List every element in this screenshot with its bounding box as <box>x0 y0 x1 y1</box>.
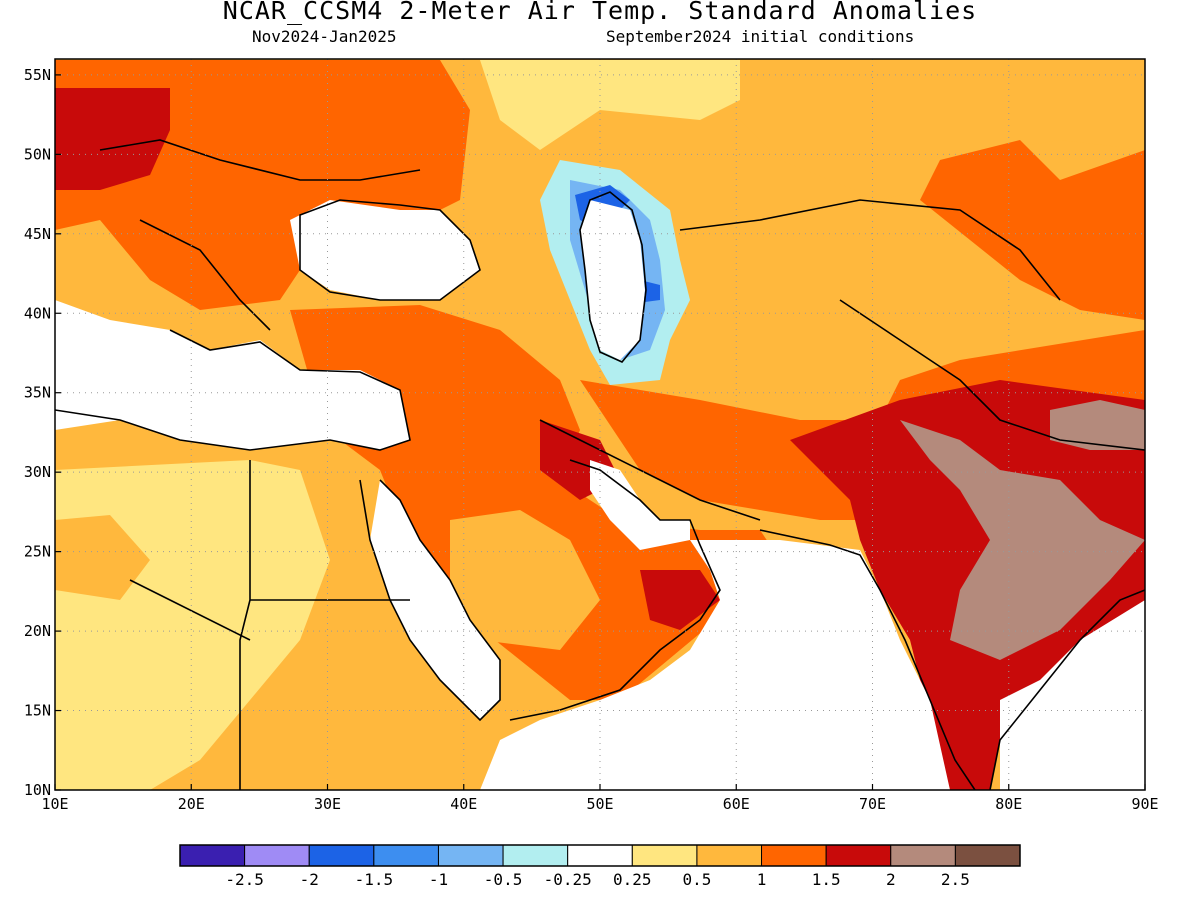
libya-moderate-anomaly <box>55 515 150 600</box>
colorbar-swatch <box>244 844 310 867</box>
balkan-border <box>139 219 271 331</box>
caspian-sea <box>580 200 645 360</box>
tibet-extreme-anomaly <box>1050 400 1145 450</box>
lat-tick-label: 50N <box>24 145 51 163</box>
colorbar: -2.5 -2 -1.5 -1 -0.5 -0.25 0.25 0.5 1 1.5 2 2.5 <box>179 844 1021 889</box>
arabia-moderate-anomaly <box>450 510 600 650</box>
colorbar-label: -0.25 <box>544 870 592 889</box>
colorbar-swatch <box>308 844 375 867</box>
india-east-coast <box>989 589 1145 790</box>
colorbar-label: 2 <box>886 870 896 889</box>
colorbar-swatch <box>954 844 1021 867</box>
arabian-sea <box>480 540 950 790</box>
libya-chad-border <box>129 579 251 641</box>
colorbar-label: 1.5 <box>812 870 841 889</box>
lon-tick-label: 70E <box>859 795 886 813</box>
mediterranean-sea <box>55 300 410 450</box>
central-europe-very-strong-anomaly <box>55 88 170 190</box>
russia-moderate-anomaly <box>740 60 1145 200</box>
colorbar-swatch <box>825 844 892 867</box>
arabia-coast <box>509 459 721 721</box>
colorbar-label: -0.5 <box>484 870 523 889</box>
lon-tick-label: 60E <box>723 795 750 813</box>
colorbar-label: 0.5 <box>682 870 711 889</box>
iran-border <box>539 419 761 521</box>
central-asia-border <box>679 199 1061 301</box>
lat-tick-label: 40N <box>24 304 51 322</box>
lon-tick-label: 10E <box>41 795 68 813</box>
india-extreme-anomaly <box>900 420 1145 660</box>
colorbar-label: -2.5 <box>225 870 264 889</box>
black-sea <box>290 200 480 300</box>
lon-tick-label: 20E <box>178 795 205 813</box>
colorbar-swatch <box>373 844 439 867</box>
colorbar-swatch <box>567 844 633 867</box>
colorbar-swatch <box>696 844 763 867</box>
lon-tick-label: 80E <box>995 795 1022 813</box>
colorbar-label: 1 <box>757 870 767 889</box>
lat-tick-label: 55N <box>24 66 51 84</box>
colorbar-label: 0.25 <box>613 870 652 889</box>
colorbar-label: -2 <box>300 870 319 889</box>
coastline-layer <box>55 139 1145 790</box>
colorbar-label: -1 <box>429 870 448 889</box>
lon-tick-label: 30E <box>314 795 341 813</box>
mediterranean-coast <box>55 329 411 451</box>
oman-very-strong-anomaly <box>640 570 720 630</box>
caspian-coast <box>579 191 647 363</box>
colorbar-swatch <box>502 844 569 867</box>
lat-tick-label: 15N <box>24 702 51 720</box>
colorbar-swatch <box>179 844 246 867</box>
lat-tick-label: 10N <box>24 781 51 799</box>
himalaya-border <box>839 299 1145 451</box>
east-europe-border <box>99 139 421 181</box>
bay-of-bengal <box>1000 600 1145 790</box>
lon-tick-label: 50E <box>586 795 613 813</box>
lon-tick-label: 40E <box>450 795 477 813</box>
lon-tick-label: 90E <box>1131 795 1158 813</box>
persian-gulf <box>590 460 690 550</box>
colorbar-swatch <box>890 844 956 867</box>
colorbar-swatch <box>437 844 504 867</box>
forecast-period: Nov2024-Jan2025 <box>252 27 397 46</box>
lat-tick-label: 45N <box>24 225 51 243</box>
colorbar-swatch <box>631 844 698 867</box>
anomaly-fill-layer <box>55 59 1145 790</box>
longitude-axis: 10E 20E 30E 40E 50E 60E 70E 80E 90E <box>41 784 1159 813</box>
kazakh-strong-anomaly <box>920 140 1145 320</box>
colorbar-label: -1.5 <box>355 870 394 889</box>
red-sea <box>370 480 500 720</box>
lat-tick-label: 30N <box>24 463 51 481</box>
india-west-coast <box>759 529 976 790</box>
black-sea-coast <box>299 199 481 301</box>
colorbar-label: 2.5 <box>941 870 970 889</box>
volga-weak-anomaly <box>480 60 740 150</box>
colorbar-swatch <box>761 844 827 867</box>
egypt-sudan-border <box>239 460 251 790</box>
lat-tick-label: 35N <box>24 384 51 402</box>
latitude-axis: 10N 15N 20N 25N 30N 35N 40N 45N 50N 55N <box>24 66 61 799</box>
lat-tick-label: 25N <box>24 543 51 561</box>
colorbar-frame <box>179 844 1021 867</box>
lat-tick-label: 20N <box>24 622 51 640</box>
chart-title: NCAR_CCSM4 2-Meter Air Temp. Standard An… <box>222 0 978 25</box>
initial-conditions: September2024 initial conditions <box>606 27 915 46</box>
